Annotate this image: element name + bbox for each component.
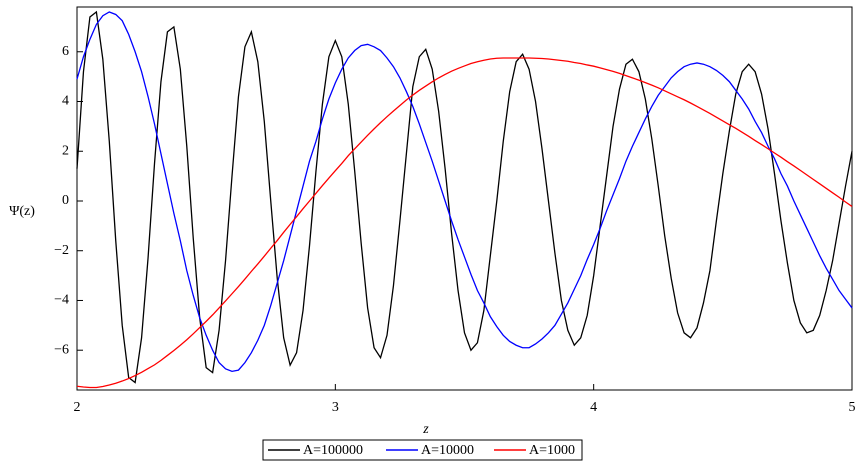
series-line <box>76 11 853 373</box>
legend-label: A=10000 <box>421 443 474 458</box>
legend-box <box>262 439 583 461</box>
y-tick-label: 0 <box>62 193 69 208</box>
y-tick-label: 4 <box>62 94 69 109</box>
y-tick-label: −6 <box>54 342 69 357</box>
legend-label: A=1000 <box>529 443 575 458</box>
x-axis-label: z <box>422 422 429 437</box>
y-tick-label: 6 <box>62 44 69 59</box>
x-tick-label: 5 <box>849 400 856 415</box>
legend-label: A=100000 <box>303 443 363 458</box>
x-tick-label: 3 <box>332 400 339 415</box>
y-tick-label: −2 <box>54 243 69 258</box>
series-line <box>76 57 853 389</box>
y-axis-label: Ψ(z) <box>9 204 35 219</box>
x-tick-label: 2 <box>74 400 81 415</box>
y-tick-label: −4 <box>54 293 69 308</box>
y-tick-label: 2 <box>62 143 69 158</box>
series-line <box>76 10 853 384</box>
x-tick-label: 4 <box>590 400 597 415</box>
plot-frame <box>76 6 853 391</box>
